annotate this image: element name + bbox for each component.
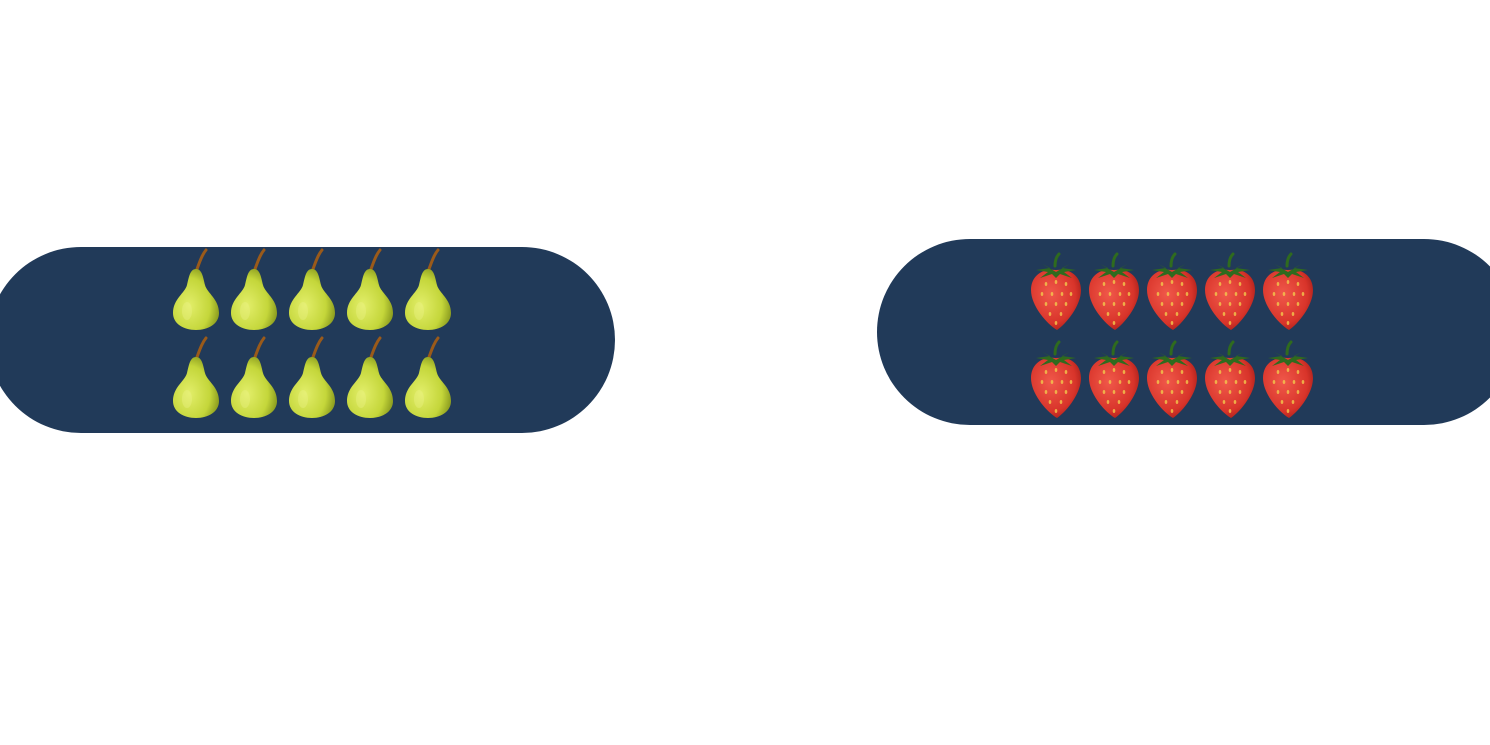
pears-panel	[0, 247, 615, 433]
pear-icon	[170, 335, 222, 419]
pear-icon	[286, 247, 338, 331]
strawberry-icon	[1204, 334, 1256, 418]
pear-icon	[170, 247, 222, 331]
pear-icon	[228, 247, 280, 331]
pear-icon	[286, 335, 338, 419]
strawberry-icon	[1262, 246, 1314, 330]
strawberry-icon	[1088, 334, 1140, 418]
strawberries-panel	[877, 239, 1490, 425]
strawberry-icon	[1030, 246, 1082, 330]
pear-icon	[344, 335, 396, 419]
pear-icon	[228, 335, 280, 419]
strawberry-icon	[1204, 246, 1256, 330]
strawberries-grid	[1030, 246, 1314, 418]
strawberry-icon	[1030, 334, 1082, 418]
pear-icon	[344, 247, 396, 331]
pears-grid	[170, 247, 454, 419]
strawberry-icon	[1146, 246, 1198, 330]
strawberry-icon	[1262, 334, 1314, 418]
strawberry-icon	[1088, 246, 1140, 330]
pear-icon	[402, 247, 454, 331]
strawberry-icon	[1146, 334, 1198, 418]
pear-icon	[402, 335, 454, 419]
